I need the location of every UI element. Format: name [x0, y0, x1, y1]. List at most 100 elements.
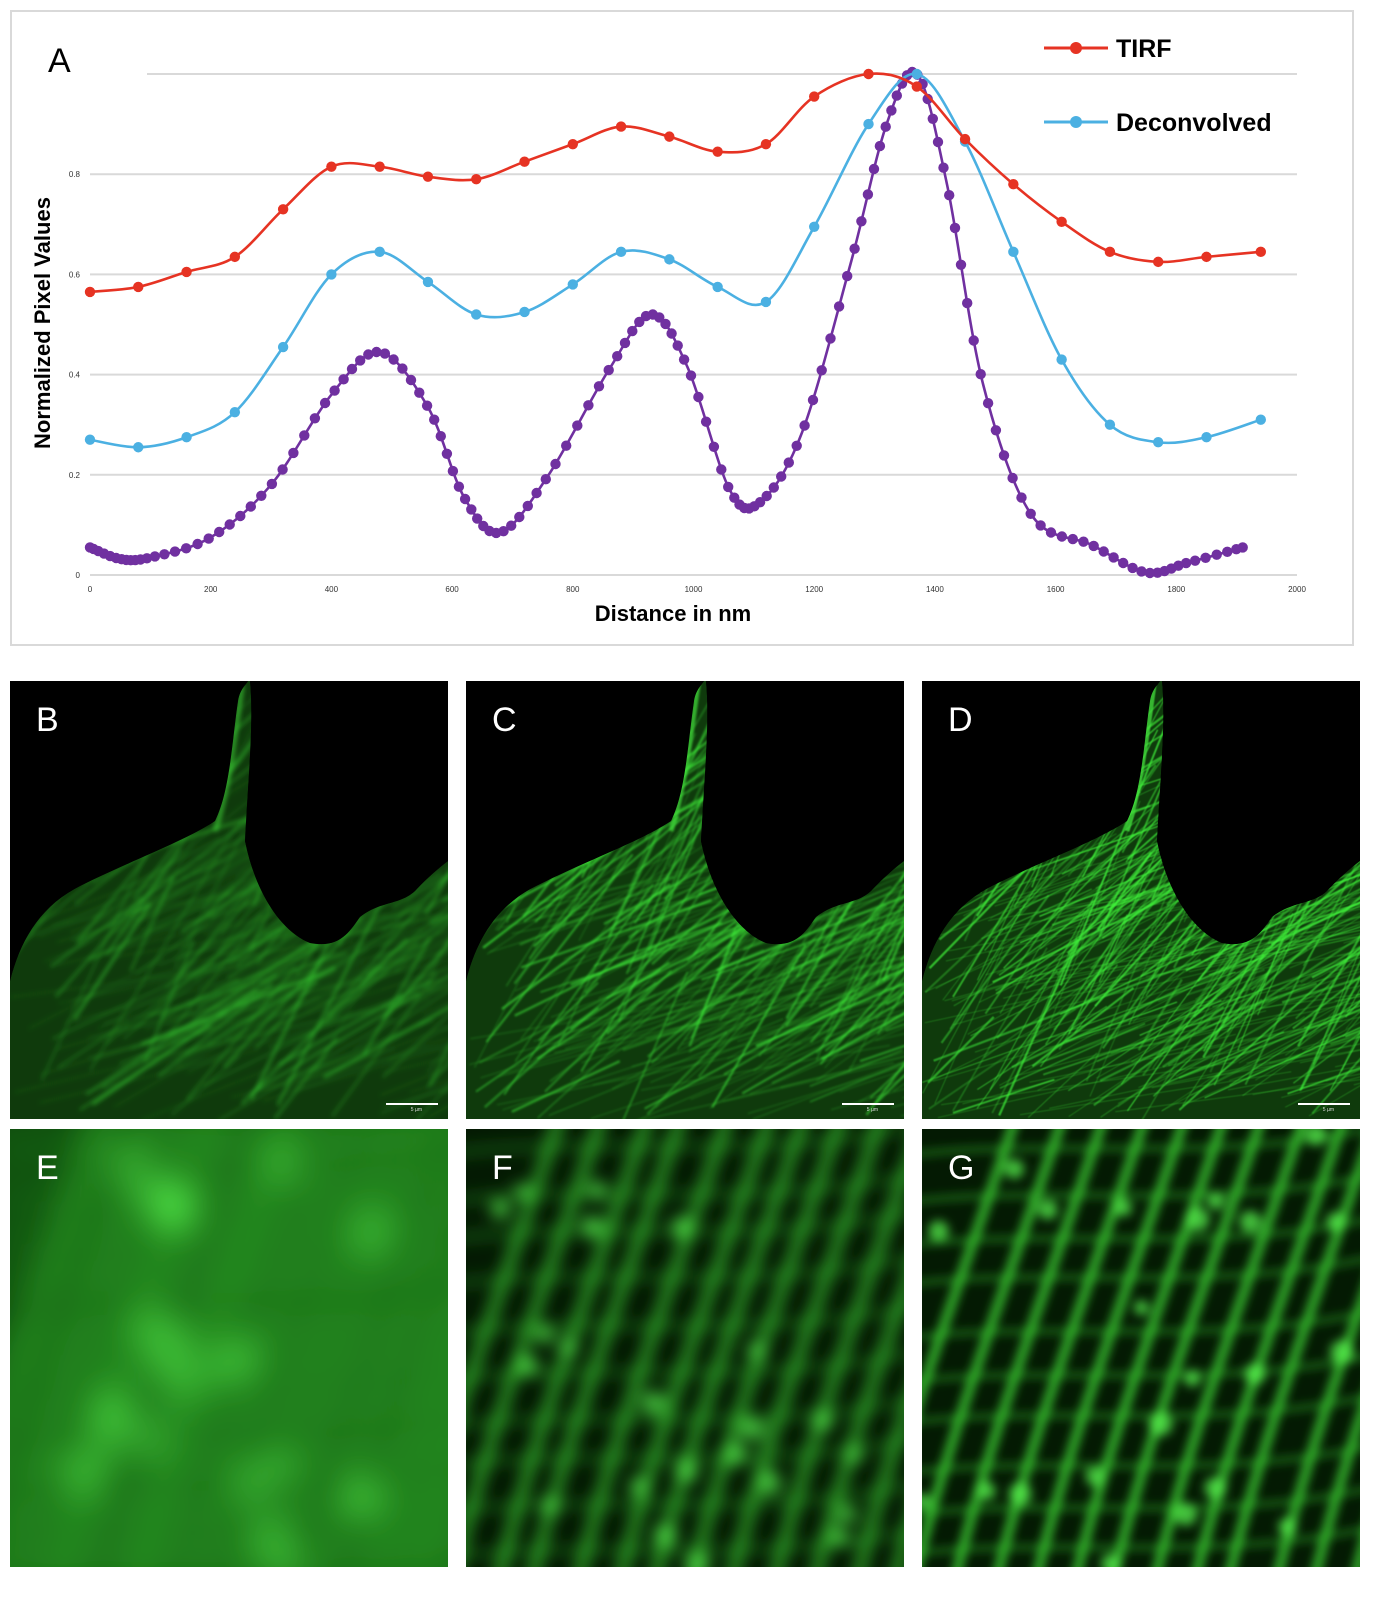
- data-point: [712, 281, 723, 293]
- data-point: [229, 406, 241, 418]
- data-point: [849, 243, 860, 254]
- data-point: [880, 121, 891, 132]
- data-point: [421, 400, 433, 411]
- y-tick-label: 0.4: [69, 371, 81, 380]
- data-point: [181, 432, 192, 443]
- data-point: [414, 387, 425, 398]
- data-point: [654, 312, 665, 323]
- y-tick-label: 0.2: [69, 471, 81, 480]
- data-point: [990, 425, 1002, 436]
- data-point: [355, 355, 366, 366]
- data-point: [1007, 472, 1018, 484]
- panel-label: D: [948, 701, 973, 739]
- data-point: [203, 533, 214, 544]
- data-point: [664, 254, 675, 265]
- data-point: [1237, 542, 1248, 553]
- data-point: [672, 340, 683, 351]
- data-point: [181, 543, 192, 554]
- microscopy-image: [466, 1129, 904, 1567]
- scale-bar-label: 5 µm: [410, 1107, 422, 1113]
- data-point: [1118, 557, 1129, 569]
- data-point: [435, 431, 446, 442]
- data-point: [1152, 256, 1164, 268]
- chart-frame: [10, 10, 1354, 646]
- data-point: [791, 440, 802, 451]
- data-point: [1067, 533, 1079, 545]
- data-point: [666, 328, 677, 339]
- scale-bar-label: 5 µm: [1322, 1107, 1334, 1113]
- data-point: [192, 538, 203, 550]
- data-point: [277, 341, 289, 353]
- microscopy-image: [922, 1129, 1360, 1567]
- panel-c-deconvolved-overview: C 5 µm: [466, 681, 904, 1119]
- data-point: [716, 464, 727, 475]
- panel-b-tirf-overview: B 5 µm: [10, 681, 448, 1119]
- data-point: [833, 301, 845, 312]
- data-point: [466, 504, 477, 515]
- data-point: [567, 138, 578, 150]
- data-point: [326, 161, 337, 172]
- data-point: [712, 146, 723, 157]
- y-tick-label: 0: [76, 571, 81, 580]
- data-point: [133, 281, 144, 293]
- data-point: [1008, 179, 1019, 190]
- y-axis-title: Normalized Pixel Values: [30, 197, 55, 449]
- data-point: [842, 270, 853, 282]
- data-point: [1180, 557, 1192, 569]
- scale-bar: [386, 1103, 438, 1105]
- data-point: [319, 397, 331, 409]
- data-point: [700, 416, 712, 427]
- microscopy-image: [10, 681, 448, 1119]
- data-point: [911, 68, 922, 80]
- data-point: [277, 204, 289, 215]
- data-point: [374, 161, 385, 172]
- data-point: [1104, 419, 1116, 430]
- data-point: [1201, 432, 1212, 443]
- data-point: [776, 471, 787, 482]
- microscopy-image: [922, 681, 1360, 1119]
- data-point: [1008, 246, 1019, 258]
- data-point: [459, 493, 471, 505]
- data-point: [761, 490, 772, 502]
- data-point: [1045, 527, 1057, 538]
- data-point: [567, 279, 578, 290]
- data-point: [962, 297, 973, 309]
- data-point: [472, 513, 483, 524]
- data-point: [1025, 508, 1036, 519]
- data-point: [783, 457, 794, 468]
- series-line-tirf: [89, 72, 1261, 294]
- data-point: [1152, 437, 1164, 448]
- data-point: [862, 189, 874, 200]
- data-point: [405, 374, 417, 386]
- data-point: [277, 464, 288, 475]
- data-point: [374, 246, 385, 258]
- y-tick-label: 0.6: [69, 270, 81, 279]
- data-point: [429, 414, 440, 425]
- y-tick-label: 0.8: [69, 170, 81, 179]
- data-point: [1255, 414, 1266, 425]
- series-line-deconvolved: [89, 72, 1262, 449]
- scale-bar: [842, 1103, 894, 1105]
- data-point: [522, 500, 533, 512]
- data-point: [229, 251, 241, 263]
- data-point: [627, 325, 638, 337]
- data-point: [799, 420, 810, 431]
- data-point: [149, 551, 161, 562]
- data-point: [299, 430, 310, 441]
- data-point: [453, 481, 465, 492]
- data-point: [169, 546, 181, 557]
- data-point: [886, 105, 897, 116]
- data-point: [1144, 567, 1156, 579]
- data-point: [911, 81, 922, 92]
- x-tick-label: 400: [325, 585, 339, 594]
- data-point: [498, 526, 509, 537]
- data-point: [1189, 555, 1201, 566]
- data-point: [1056, 216, 1067, 227]
- data-point: [1127, 562, 1138, 574]
- panel-label: F: [492, 1149, 513, 1187]
- scale-bar: [1298, 1103, 1350, 1105]
- panel-label-a: A: [48, 42, 71, 80]
- data-point: [1098, 546, 1109, 557]
- data-point: [768, 482, 779, 493]
- data-point: [615, 121, 627, 132]
